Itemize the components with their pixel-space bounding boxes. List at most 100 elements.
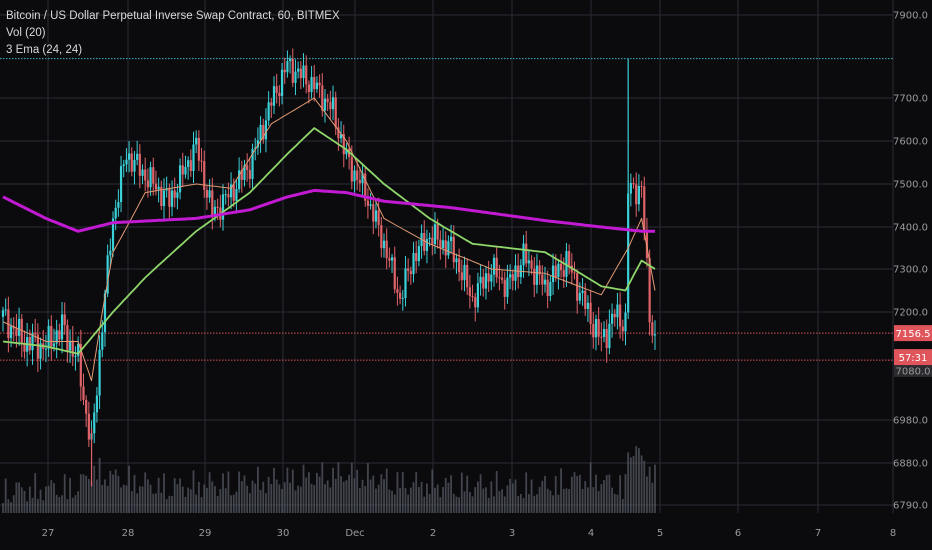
volume-bar: [206, 487, 208, 513]
volume-bar: [487, 497, 490, 513]
chart-legend: Bitcoin / US Dollar Perpetual Inverse Sw…: [6, 8, 340, 59]
volume-bar: [458, 497, 461, 513]
candle-body: [270, 102, 273, 106]
candle-body: [288, 58, 292, 62]
y-tick-label: 7600.0: [893, 137, 928, 148]
candle-body: [533, 268, 536, 285]
candle-body: [380, 225, 383, 249]
candle-body: [66, 325, 69, 351]
candle-body: [103, 293, 107, 333]
volume-bar: [485, 487, 487, 513]
volume-indicator-label[interactable]: Vol (20): [6, 27, 46, 39]
volume-bar: [90, 480, 93, 513]
candle-body: [632, 183, 635, 185]
candle-body: [608, 323, 611, 348]
volume-bar: [254, 483, 257, 513]
volume-bar: [584, 480, 587, 513]
candle-body: [554, 265, 557, 277]
volume-bar: [28, 486, 31, 513]
candle-body: [463, 264, 466, 281]
candle-body: [345, 148, 348, 155]
volume-bar: [112, 474, 114, 513]
candle-body: [318, 82, 321, 86]
volume-bar: [50, 480, 53, 513]
volume-bar: [281, 489, 283, 513]
volume-bar: [4, 478, 7, 513]
candle-body: [254, 147, 257, 149]
candle-body: [323, 98, 327, 111]
volume-bar: [399, 487, 402, 513]
candle-body: [221, 194, 225, 220]
volume-bar: [592, 487, 595, 513]
candle-body: [409, 270, 412, 275]
volume-bar: [297, 485, 300, 513]
volume-bar: [576, 476, 579, 513]
volume-bar: [109, 470, 112, 513]
candle-body: [9, 326, 13, 339]
volume-bar: [533, 495, 536, 513]
volume-bar: [146, 479, 149, 513]
volume-bar: [74, 495, 77, 513]
ema-slow-line: [2, 188, 655, 233]
x-tick-label: 7: [815, 528, 821, 539]
volume-bar: [452, 493, 455, 513]
candle-body: [616, 304, 619, 318]
candle-body: [93, 412, 96, 434]
candle-body: [55, 330, 58, 344]
candle-body: [471, 295, 474, 297]
volume-bar: [493, 496, 495, 513]
x-tick-label: 27: [42, 528, 55, 539]
candle-body: [195, 137, 198, 145]
y-tick-label: 6980.0: [893, 416, 928, 427]
ema-indicator-label[interactable]: 3 Ema (24, 24): [6, 44, 83, 56]
candle-body: [468, 287, 471, 296]
volume-bar: [444, 477, 447, 513]
candle-body: [503, 279, 506, 297]
candle-body: [621, 326, 624, 332]
volume-bar: [434, 487, 436, 513]
candle-body: [119, 166, 123, 203]
volume-bar: [654, 464, 656, 513]
volume-bar: [283, 482, 286, 513]
volume-bar: [643, 460, 646, 513]
candle-body: [396, 289, 399, 293]
volume-bar: [337, 462, 340, 513]
volume-bar: [246, 485, 249, 513]
candle-body: [1, 310, 5, 317]
candle-body: [643, 186, 646, 231]
candle-body: [342, 134, 345, 155]
candle-body: [173, 190, 176, 198]
candle-body: [331, 97, 335, 110]
volume-bar: [552, 495, 554, 513]
volume-bar: [179, 478, 181, 513]
y-tick-label: 7200.0: [893, 308, 928, 319]
candle-body: [651, 322, 654, 336]
volume-bar: [353, 478, 356, 513]
candle-body: [154, 183, 158, 190]
candle-body: [452, 236, 455, 263]
volume-bar: [490, 481, 493, 513]
candle-body: [176, 192, 179, 198]
volume-bar: [455, 496, 458, 513]
symbol-title[interactable]: Bitcoin / US Dollar Perpetual Inverse Sw…: [6, 10, 340, 22]
candle-body: [613, 313, 616, 318]
volume-bar: [12, 495, 15, 513]
volume-bar: [96, 479, 98, 513]
candle-body: [211, 190, 214, 217]
candle-body: [525, 243, 528, 264]
volume-bar: [267, 476, 270, 513]
volume-bar: [519, 494, 522, 513]
candle-body: [433, 224, 437, 245]
volume-bar: [638, 448, 640, 513]
candle-body: [178, 165, 182, 193]
volume-bar: [318, 476, 321, 513]
volume-bar: [307, 472, 310, 513]
volume-bar: [471, 496, 474, 513]
volume-bar: [114, 469, 117, 513]
volume-bar: [356, 469, 359, 513]
volume-bar: [509, 478, 512, 513]
volume-bar: [106, 485, 109, 513]
candle-body: [586, 302, 590, 309]
volume-bar: [375, 488, 377, 513]
